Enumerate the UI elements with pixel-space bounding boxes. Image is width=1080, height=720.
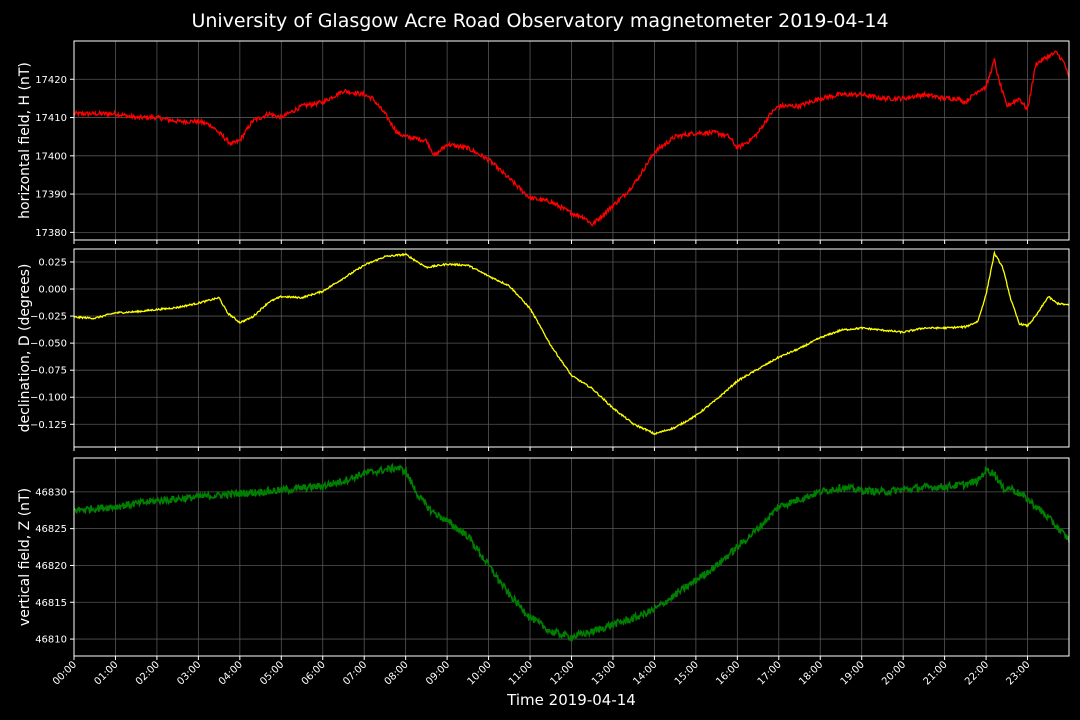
x-tick-label: 19:00 (839, 659, 867, 687)
y-tick-label: 0.025 (38, 257, 67, 268)
y-tick-label: 17390 (35, 190, 67, 201)
x-tick-label: 21:00 (922, 659, 950, 687)
x-tick-label: 13:00 (590, 659, 618, 687)
y-axis-label: vertical field, Z (nT) (17, 488, 33, 626)
y-tick-label: −0.025 (30, 312, 67, 323)
x-tick-label: 22:00 (963, 659, 991, 687)
x-tick-label: 09:00 (424, 659, 452, 687)
x-tick-label: 01:00 (92, 659, 120, 687)
y-tick-label: 46825 (35, 524, 67, 535)
y-tick-label: 46810 (35, 635, 67, 646)
y-axis-label: declination, D (degrees) (17, 264, 33, 433)
plot-frame (73, 248, 1070, 448)
x-tick-label: 03:00 (175, 659, 203, 687)
x-tick-label: 04:00 (217, 659, 245, 687)
x-tick-label: 23:00 (1005, 659, 1033, 687)
series-line-2 (73, 250, 1070, 436)
y-tick-label: 46815 (35, 598, 67, 609)
y-tick-label: 46830 (35, 487, 67, 498)
x-tick-label: 05:00 (258, 659, 286, 687)
x-tick-label: 17:00 (756, 659, 784, 687)
x-tick-label: 08:00 (383, 659, 411, 687)
y-tick-label: −0.050 (30, 339, 67, 350)
x-tick-label: 00:00 (51, 659, 79, 687)
series-line-3 (73, 462, 1070, 643)
x-tick-label: 07:00 (341, 659, 369, 687)
x-tick-label: 18:00 (797, 659, 825, 687)
y-tick-label: −0.075 (30, 366, 67, 377)
x-tick-label: 15:00 (673, 659, 701, 687)
x-tick-label: 16:00 (714, 659, 742, 687)
x-tick-label: 20:00 (880, 659, 908, 687)
y-tick-label: 17380 (35, 228, 67, 239)
y-tick-label: −0.100 (30, 393, 67, 404)
x-tick-label: 12:00 (548, 659, 576, 687)
x-tick-label: 06:00 (300, 659, 328, 687)
y-tick-label: 46820 (35, 561, 67, 572)
y-tick-label: −0.125 (30, 420, 67, 431)
x-tick-label: 14:00 (631, 659, 659, 687)
y-tick-label: 17410 (35, 113, 67, 124)
x-tick-label: 02:00 (134, 659, 162, 687)
y-axis-label: horizontal field, H (nT) (17, 62, 33, 219)
y-tick-label: 17420 (35, 75, 67, 86)
chart-title: University of Glasgow Acre Road Observat… (191, 10, 889, 32)
plot-frame (73, 457, 1070, 657)
y-tick-label: 0.000 (38, 285, 67, 296)
y-tick-label: 17400 (35, 151, 67, 162)
series-line-1 (73, 50, 1070, 227)
plot-frame (73, 40, 1070, 241)
x-tick-label: 11:00 (507, 659, 535, 687)
x-axis-label: Time 2019-04-14 (507, 691, 636, 709)
x-tick-label: 10:00 (466, 659, 494, 687)
